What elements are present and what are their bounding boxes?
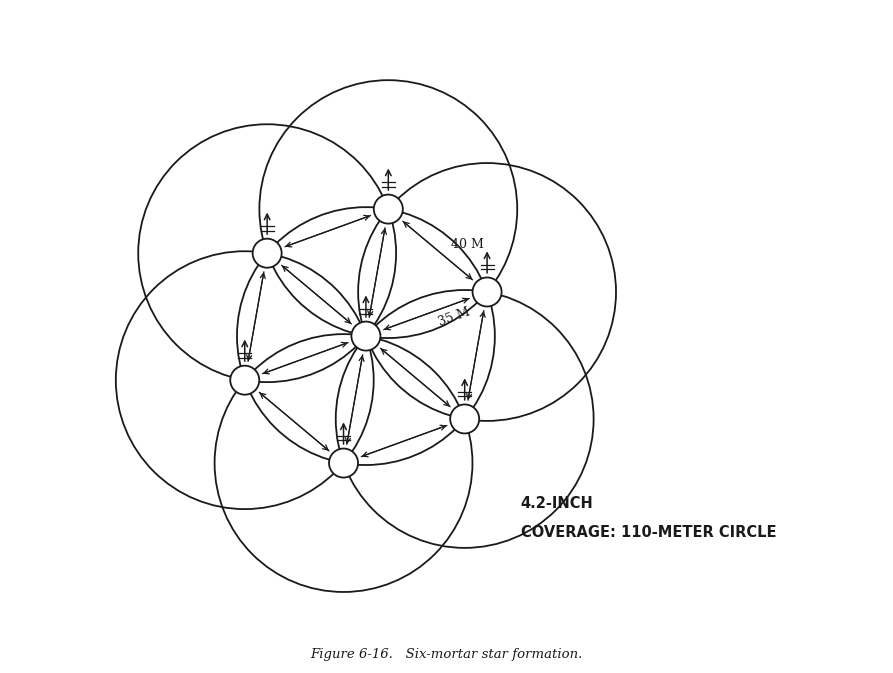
Text: 35 M: 35 M — [436, 306, 472, 329]
Circle shape — [352, 322, 380, 351]
Text: Figure 6-16.   Six-mortar star formation.: Figure 6-16. Six-mortar star formation. — [310, 648, 583, 661]
Circle shape — [374, 194, 403, 223]
Circle shape — [253, 239, 281, 268]
Circle shape — [472, 277, 502, 306]
Circle shape — [230, 365, 259, 394]
Text: 40 M: 40 M — [451, 238, 483, 250]
Circle shape — [450, 404, 480, 433]
Text: 4.2-INCH: 4.2-INCH — [521, 496, 593, 511]
Circle shape — [329, 448, 358, 478]
Text: COVERAGE: 110-METER CIRCLE: COVERAGE: 110-METER CIRCLE — [521, 525, 776, 540]
